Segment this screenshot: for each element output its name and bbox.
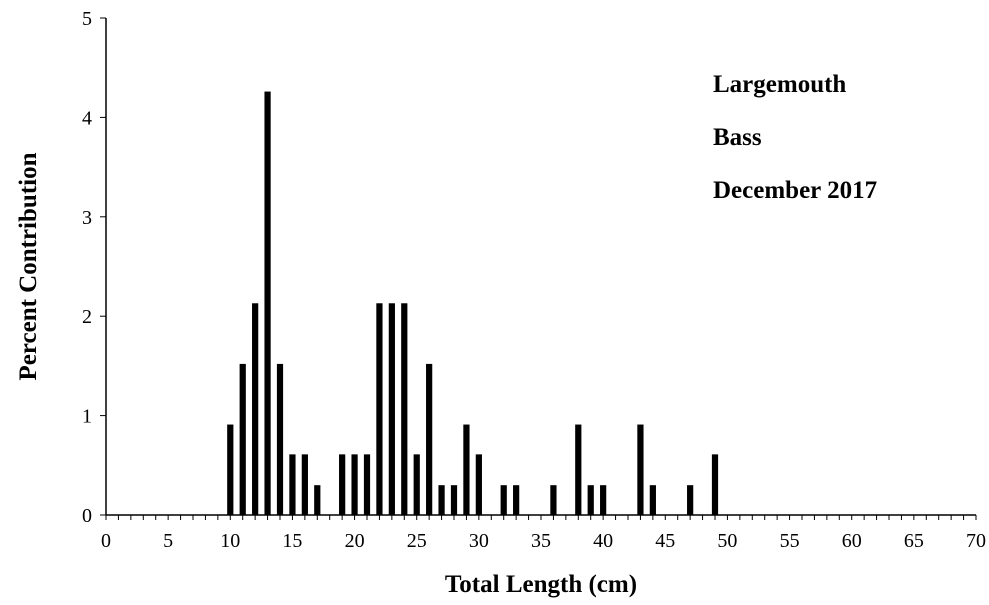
x-axis-title: Total Length (cm)	[445, 571, 637, 598]
x-tick-label: 70	[966, 530, 986, 552]
bar-11cm	[239, 363, 246, 515]
bar-44cm	[649, 485, 656, 515]
x-tick-label: 40	[593, 530, 613, 552]
bar-36cm	[550, 485, 557, 515]
bar-15cm	[289, 454, 296, 515]
bar-23cm	[388, 303, 395, 515]
x-tick-label: 0	[101, 530, 111, 552]
bar-21cm	[363, 454, 371, 515]
y-tick-label: 4	[82, 107, 92, 129]
bar-39cm	[587, 485, 594, 515]
bar-14cm	[276, 363, 284, 515]
bar-29cm	[463, 424, 470, 515]
bar-43cm	[637, 424, 644, 515]
y-axis-title: Percent Contribution	[15, 152, 42, 380]
y-ticks-group: 0 1 2 3 4 5	[82, 8, 106, 527]
x-tick-label: 65	[904, 530, 924, 552]
y-tick-label: 0	[82, 505, 92, 527]
bar-26cm	[426, 363, 433, 515]
x-tick-label: 30	[469, 530, 489, 552]
x-tick-label: 60	[842, 530, 862, 552]
bar-47cm	[687, 485, 694, 515]
bar-30cm	[475, 454, 482, 515]
x-tick-label: 45	[655, 530, 675, 552]
bar-12cm	[252, 303, 259, 515]
x-tick-label: 10	[220, 530, 240, 552]
annotation-line-date: December 2017	[713, 177, 877, 204]
bar-13cm	[264, 91, 271, 515]
bar-25cm	[413, 454, 420, 515]
bar-19cm	[339, 454, 346, 515]
bar-38cm	[575, 424, 582, 515]
bar-16cm	[301, 454, 308, 515]
y-tick-label: 2	[82, 306, 92, 328]
x-tick-label: 55	[780, 530, 800, 552]
annotation-line-species: Largemouth	[713, 71, 846, 98]
bar-40cm	[600, 485, 607, 515]
y-tick-label: 5	[82, 8, 92, 30]
bar-27cm	[438, 485, 445, 515]
y-tick-label: 1	[82, 406, 92, 428]
bar-33cm	[513, 485, 520, 515]
x-tick-label: 5	[163, 530, 173, 552]
bar-24cm	[401, 303, 408, 515]
bar-32cm	[500, 485, 507, 515]
annotation-line-species-2: Bass	[713, 124, 762, 151]
x-tick-label: 25	[407, 530, 427, 552]
x-ticks-group: 0 5 10 15 20 25 30 35 40 45 50 55 60 65 70	[101, 515, 986, 552]
bar-22cm	[376, 303, 383, 515]
bar-20cm	[351, 454, 358, 515]
bars-group	[227, 91, 719, 515]
x-tick-label: 20	[345, 530, 365, 552]
bar-28cm	[450, 485, 458, 515]
x-tick-label: 50	[717, 530, 737, 552]
bar-17cm	[314, 485, 321, 515]
bar-10cm	[227, 424, 234, 515]
x-tick-label: 35	[531, 530, 551, 552]
bar-49cm	[711, 454, 719, 515]
x-tick-label: 15	[282, 530, 302, 552]
y-tick-label: 3	[82, 207, 92, 229]
